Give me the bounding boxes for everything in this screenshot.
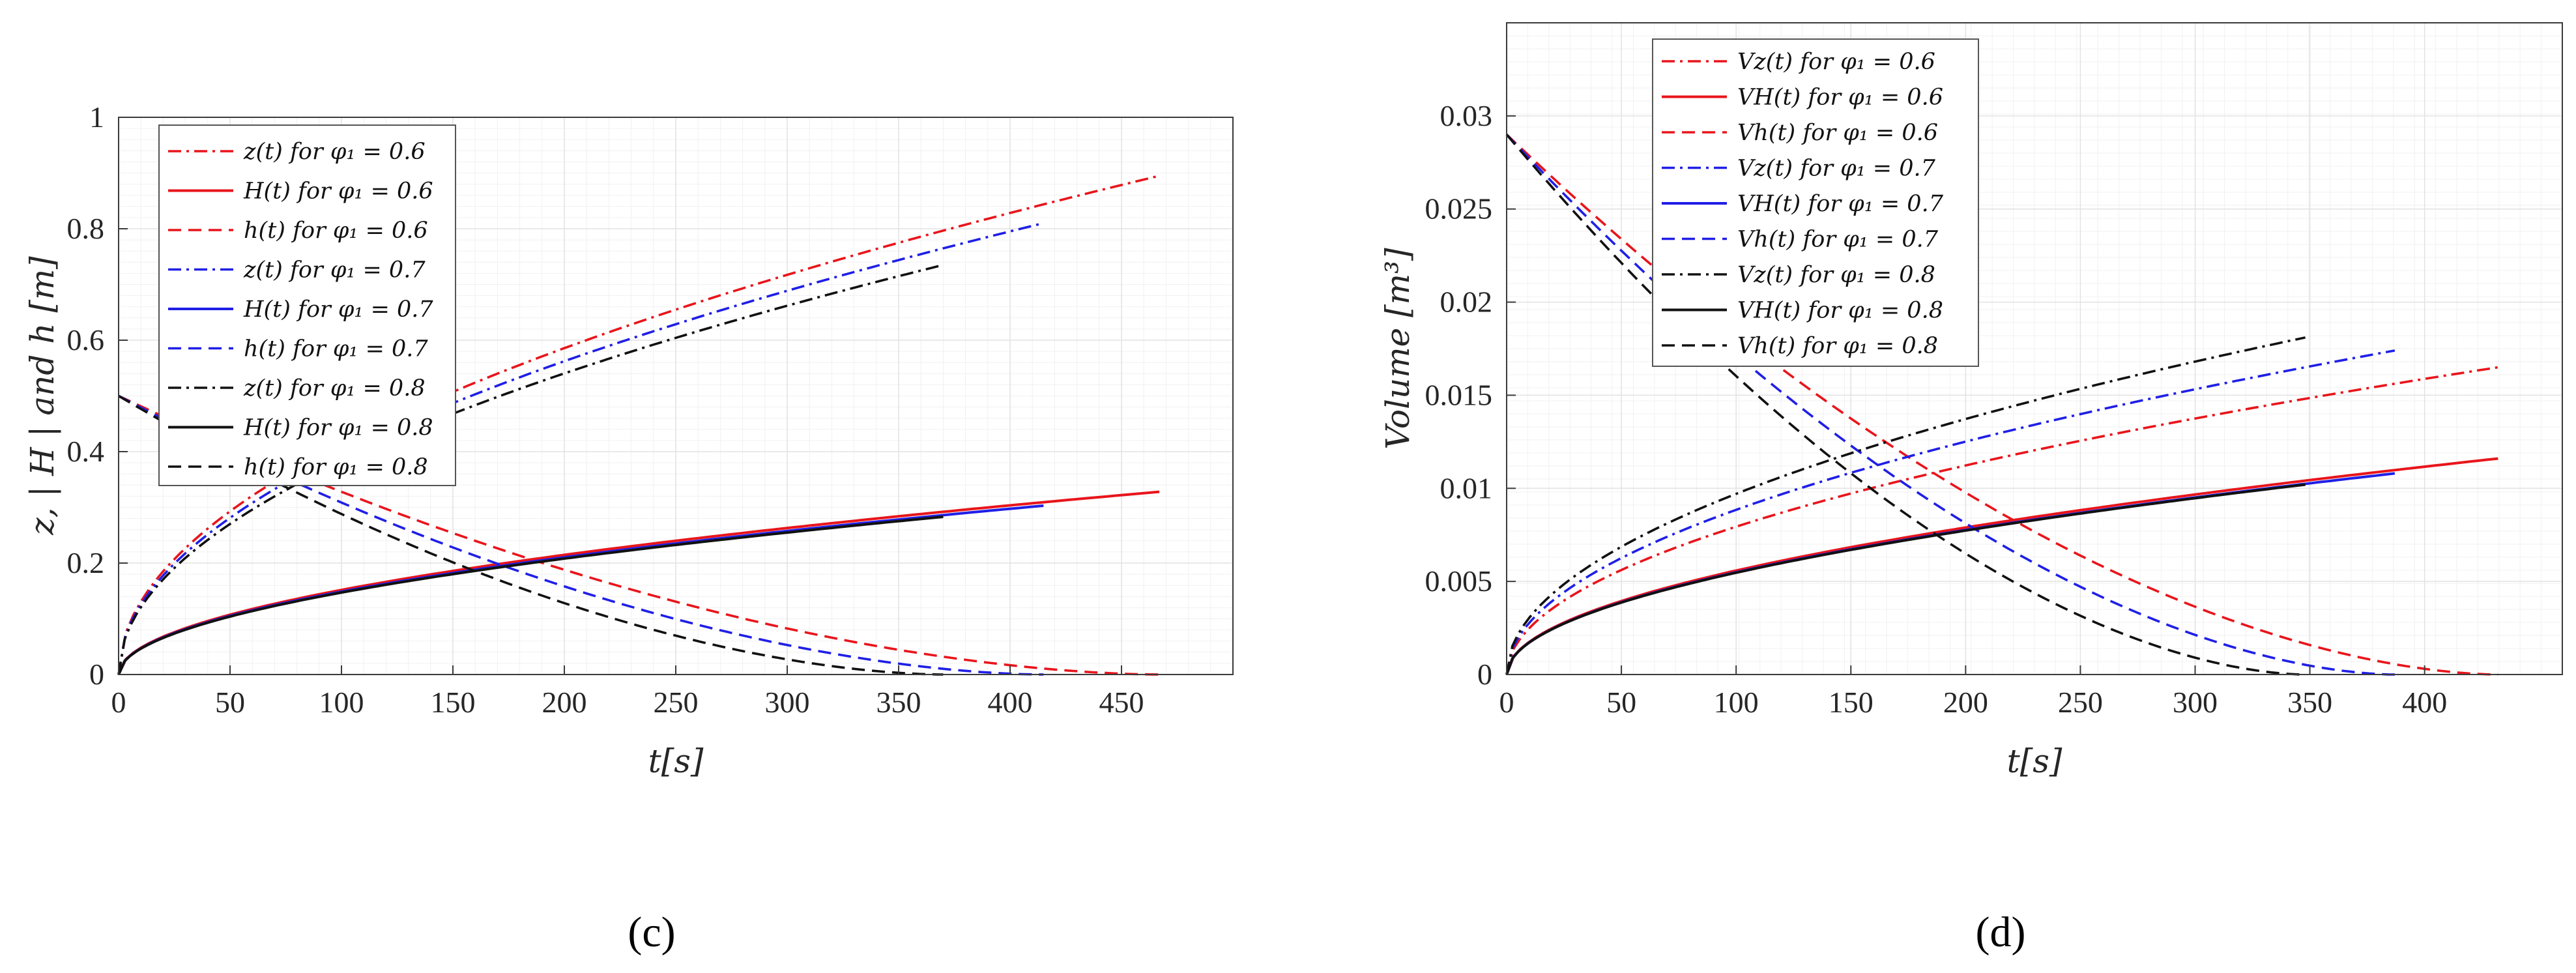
- x-axis-label-d: t[s]: [2007, 742, 2062, 780]
- y-tick-label: 0.03: [1440, 99, 1493, 132]
- x-tick-label: 300: [2173, 686, 2218, 719]
- x-tick-label: 150: [431, 686, 476, 719]
- x-tick-label: 0: [1499, 686, 1514, 719]
- legend-label: h(t) for φ₁ = 0.8: [244, 454, 428, 480]
- chart-panel-d: 0 50 100 150 200 250 300 350 400 0 0.005 0.01 0.015…: [1379, 22, 2563, 956]
- y-tick-label: 1: [89, 100, 104, 134]
- x-tick-label: 50: [215, 686, 245, 719]
- y-tick-label: 0: [1477, 658, 1492, 691]
- y-tick-label: 0.005: [1425, 564, 1493, 598]
- legend-label: z(t) for φ₁ = 0.7: [243, 257, 426, 283]
- legend-label: h(t) for φ₁ = 0.6: [244, 218, 428, 244]
- x-tick-label: 100: [319, 686, 364, 719]
- x-tick-label: 250: [2058, 686, 2103, 719]
- x-tick-label: 400: [988, 686, 1033, 719]
- legend-label: Vh(t) for φ₁ = 0.8: [1737, 333, 1938, 359]
- legend-box-c: [158, 124, 456, 486]
- x-tick-label: 200: [542, 686, 587, 719]
- y-ticks-c: 0 0.2 0.4 0.6 0.8 1: [67, 100, 128, 691]
- legend-label: Vz(t) for φ₁ = 0.7: [1737, 156, 1936, 182]
- y-tick-label: 0.01: [1440, 471, 1493, 504]
- x-tick-label: 350: [2287, 686, 2332, 719]
- legend-label: H(t) for φ₁ = 0.7: [243, 297, 433, 323]
- series-line-0: [1505, 366, 2498, 675]
- series-line-1: [1505, 457, 2498, 675]
- x-tick-label: 250: [654, 686, 699, 719]
- series-line-0: [117, 175, 1160, 675]
- legend-label: Vz(t) for φ₁ = 0.6: [1737, 49, 1935, 75]
- legend-label: z(t) for φ₁ = 0.8: [243, 375, 426, 401]
- series-line-6: [1505, 336, 2306, 675]
- x-tick-label: 200: [1943, 686, 1988, 719]
- y-ticks-d: 0 0.005 0.01 0.015 0.02 0.025 0.03: [1425, 99, 1516, 691]
- panel-label-c: (c): [628, 908, 675, 956]
- legend-label: VH(t) for φ₁ = 0.7: [1737, 191, 1944, 217]
- series-layer-c: [117, 175, 1160, 676]
- x-tick-label: 350: [876, 686, 921, 719]
- x-tick-label: 100: [1714, 686, 1759, 719]
- axes-box-d: [1506, 22, 2563, 675]
- x-tick-label: 300: [765, 686, 810, 719]
- legend-items-d: Vz(t) for φ₁ = 0.6 VH(t) for φ₁ = 0.6 Vh(t…: [1662, 49, 1944, 359]
- legend-label: H(t) for φ₁ = 0.8: [243, 415, 433, 441]
- x-tick-label: 50: [1606, 686, 1636, 719]
- x-ticks-d: 0 50 100 150 200 250 300 350 400: [1499, 665, 2447, 719]
- x-tick-label: 0: [111, 686, 126, 719]
- y-tick-label: 0.6: [67, 323, 105, 356]
- y-tick-label: 0.4: [67, 435, 105, 468]
- y-axis-label-d: Volume [m³]: [1379, 248, 1417, 450]
- legend-label: Vh(t) for φ₁ = 0.7: [1737, 227, 1939, 253]
- legend-label: h(t) for φ₁ = 0.7: [244, 336, 428, 362]
- y-tick-label: 0: [89, 658, 104, 691]
- series-line-8: [1505, 134, 2306, 676]
- x-axis-label-c: t[s]: [648, 742, 704, 780]
- y-tick-label: 0.8: [67, 212, 105, 245]
- legend-label: VH(t) for φ₁ = 0.8: [1737, 298, 1943, 324]
- x-tick-label: 400: [2402, 686, 2447, 719]
- legend-label: z(t) for φ₁ = 0.6: [243, 139, 426, 165]
- legend-d: Vz(t) for φ₁ = 0.6 VH(t) for φ₁ = 0.6 Vh(t…: [1652, 38, 1979, 367]
- series-line-6: [117, 263, 944, 675]
- series-line-1: [117, 490, 1160, 675]
- chart-panel-c: 0 50 100 150 200 250 300 350 400 450 0 0.2 0.4 0.6 0.…: [23, 100, 1234, 956]
- y-tick-label: 0.025: [1425, 192, 1493, 225]
- legend-c: z(t) for φ₁ = 0.6 H(t) for φ₁ = 0.6 h(t) f…: [158, 124, 456, 486]
- legend-items-c: z(t) for φ₁ = 0.6 H(t) for φ₁ = 0.6 h(t) f…: [168, 139, 433, 480]
- panel-label-d: (d): [1976, 908, 2026, 956]
- series-line-8: [118, 394, 944, 676]
- y-tick-label: 0.015: [1425, 378, 1493, 411]
- legend-label: Vh(t) for φ₁ = 0.6: [1737, 120, 1938, 146]
- series-line-7: [117, 516, 944, 675]
- series-line-7: [1505, 483, 2306, 675]
- y-tick-label: 0.2: [67, 546, 105, 579]
- x-tick-label: 150: [1829, 686, 1874, 719]
- x-tick-label: 450: [1099, 686, 1144, 719]
- legend-label: H(t) for φ₁ = 0.6: [243, 179, 433, 205]
- x-ticks-c: 0 50 100 150 200 250 300 350 400 450: [111, 665, 1144, 719]
- legend-label: Vz(t) for φ₁ = 0.8: [1737, 262, 1935, 288]
- y-axis-label-c: z, | H | and h [m]: [23, 256, 61, 536]
- legend-label: VH(t) for φ₁ = 0.6: [1737, 85, 1943, 111]
- y-tick-label: 0.02: [1440, 285, 1493, 319]
